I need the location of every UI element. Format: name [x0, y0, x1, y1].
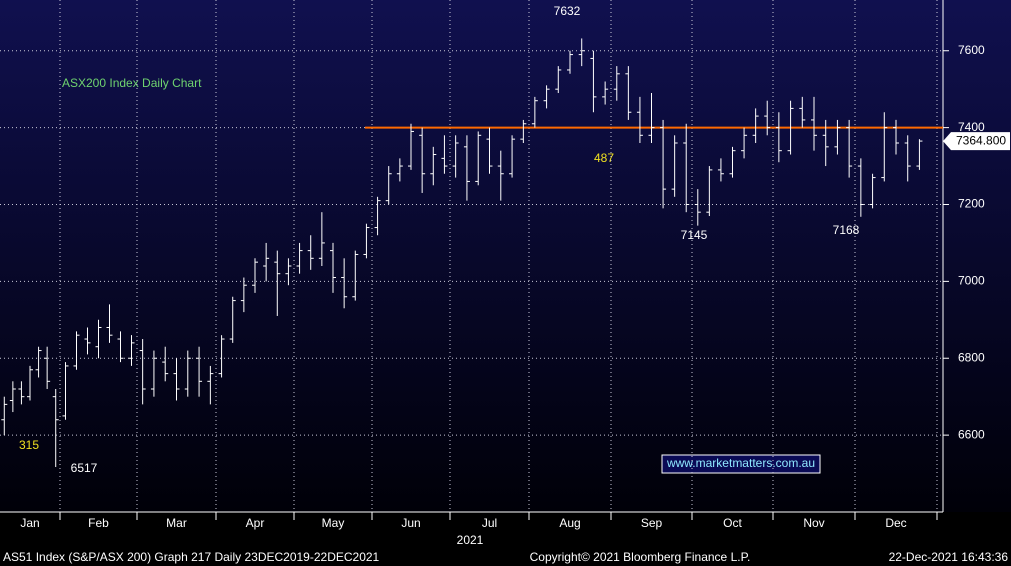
y-tick-label: 7400	[958, 120, 985, 134]
last-price-box	[943, 132, 1010, 151]
axis-background	[0, 512, 1011, 566]
x-tick-label: Sep	[641, 516, 663, 530]
x-tick-label: Feb	[88, 516, 109, 530]
y-tick-label: 6600	[958, 427, 985, 441]
watermark: www.marketmatters.com.au	[666, 456, 815, 470]
plot-background	[0, 0, 1011, 512]
chart-title: ASX200 Index Daily Chart	[62, 76, 202, 90]
year-label: 2021	[457, 533, 484, 547]
annotation: 7632	[554, 4, 581, 18]
footer: AS51 Index (S&P/ASX 200) Graph 217 Daily…	[3, 550, 380, 564]
x-tick-label: Jul	[482, 516, 497, 530]
x-tick-label: Dec	[885, 516, 906, 530]
last-price-label: 7364.800	[956, 133, 1006, 147]
watermark-box	[661, 454, 821, 474]
x-tick-label: Apr	[246, 516, 265, 530]
annotation: 487	[594, 151, 614, 165]
y-tick-label: 7200	[958, 197, 985, 211]
x-tick-label: Aug	[559, 516, 580, 530]
y-tick-label: 6800	[958, 350, 985, 364]
x-tick-label: Oct	[723, 516, 742, 530]
y-tick-label: 7000	[958, 274, 985, 288]
x-tick-label: Nov	[803, 516, 824, 530]
annotation: 6517	[71, 461, 98, 475]
annotation: 7168	[833, 223, 860, 237]
x-tick-label: Jan	[20, 516, 39, 530]
x-tick-label: May	[322, 516, 345, 530]
y-tick-label: 7600	[958, 43, 985, 57]
footer: Copyright© 2021 Bloomberg Finance L.P.	[530, 550, 751, 564]
x-tick-label: Jun	[401, 516, 420, 530]
footer: 22-Dec-2021 16:43:36	[889, 550, 1009, 564]
x-tick-label: Mar	[166, 516, 187, 530]
annotation: 7145	[681, 228, 708, 242]
annotation: 315	[19, 438, 39, 452]
